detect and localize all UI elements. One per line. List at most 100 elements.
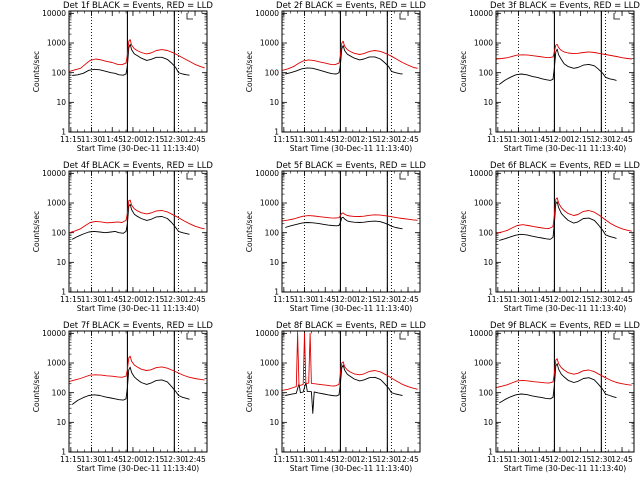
x-tick-label: 12:45 <box>184 135 206 144</box>
y-tick-label: 100 <box>265 68 280 77</box>
x-tick-label: 11:45 <box>314 455 336 464</box>
x-tick-label: 12:30 <box>591 295 613 304</box>
x-tick-label: 12:45 <box>611 135 633 144</box>
y-tick-label: 100 <box>52 228 67 237</box>
x-tick-label: 12:00 <box>549 135 571 144</box>
lld-series-line <box>282 212 418 222</box>
series-group <box>496 358 632 404</box>
lld-series-line <box>496 43 632 60</box>
y-tick-label: 1 <box>274 128 279 137</box>
x-axis-label: Start Time (30-Dec-11 11:13:40) <box>504 304 626 313</box>
y-tick-label: 10000 <box>469 329 493 338</box>
y-tick-label: 1000 <box>47 359 66 368</box>
panel-title: Det 4f BLACK = Events, RED = LLD <box>63 161 213 171</box>
corner-mark <box>613 333 620 340</box>
x-tick-label: 12:00 <box>122 295 144 304</box>
y-tick-label: 10 <box>483 98 493 107</box>
y-tick-label: 100 <box>52 68 67 77</box>
corner-mark <box>613 173 620 180</box>
x-tick-label: 12:30 <box>164 295 186 304</box>
y-tick-label: 10 <box>56 98 66 107</box>
x-axis-label: Start Time (30-Dec-11 11:13:40) <box>290 144 412 153</box>
series-group <box>496 43 632 85</box>
y-tick-label: 1 <box>61 448 66 457</box>
y-tick-label: 1000 <box>47 39 66 48</box>
series-group <box>282 212 418 230</box>
detector-panel-9: Det 9f BLACK = Events, RED = LLD 1 10 100 10… <box>459 321 640 473</box>
corner-mark <box>186 13 193 20</box>
panel-title: Det 3f BLACK = Events, RED = LLD <box>490 1 640 11</box>
y-tick-label: 10000 <box>42 169 66 178</box>
plot-frame <box>281 10 421 133</box>
panel-title: Det 1f BLACK = Events, RED = LLD <box>63 1 213 11</box>
events-series-line <box>71 203 190 240</box>
y-tick-label: 100 <box>265 228 280 237</box>
y-axis-label: Counts/sec <box>32 51 41 92</box>
y-tick-label: 1000 <box>47 199 66 208</box>
x-tick-label: 11:45 <box>528 135 550 144</box>
y-tick-label: 10000 <box>42 9 66 18</box>
events-series-line <box>285 45 403 75</box>
detector-panel-5: Det 5f BLACK = Events, RED = LLD 1 10 100 10… <box>245 161 426 313</box>
x-axis-label: Start Time (30-Dec-11 11:13:40) <box>77 144 199 153</box>
series-group <box>69 39 205 76</box>
y-tick-label: 1 <box>488 128 493 137</box>
events-series-line <box>285 364 403 414</box>
x-tick-label: 11:30 <box>508 295 530 304</box>
detector-panel-4: Det 4f BLACK = Events, RED = LLD 1 10 100 10… <box>32 161 213 313</box>
plot-frame <box>495 170 635 293</box>
x-tick-label: 11:45 <box>528 455 550 464</box>
y-tick-label: 100 <box>479 388 494 397</box>
x-tick-label: 12:00 <box>122 455 144 464</box>
panel-title: Det 5f BLACK = Events, RED = LLD <box>276 161 426 171</box>
x-tick-label: 12:30 <box>164 455 186 464</box>
y-tick-label: 10 <box>483 418 493 427</box>
y-tick-label: 1 <box>61 288 66 297</box>
plot-frame <box>68 330 208 453</box>
x-tick-label: 12:15 <box>570 455 592 464</box>
y-axis-label: Counts/sec <box>245 371 254 412</box>
corner-mark <box>399 13 406 20</box>
y-tick-label: 10 <box>56 418 66 427</box>
x-tick-label: 12:00 <box>122 135 144 144</box>
y-tick-label: 10 <box>269 418 279 427</box>
y-axis-label: Counts/sec <box>245 211 254 252</box>
y-tick-label: 10 <box>269 98 279 107</box>
y-tick-label: 10 <box>56 258 66 267</box>
corner-mark <box>613 13 620 20</box>
detector-panel-1: Det 1f BLACK = Events, RED = LLD 1 10 100 10… <box>32 1 213 153</box>
events-series-line <box>498 48 617 85</box>
x-tick-label: 12:00 <box>549 295 571 304</box>
detector-panel-2: Det 2f BLACK = Events, RED = LLD 1 10 100 10… <box>245 1 426 153</box>
y-tick-label: 10000 <box>469 9 493 18</box>
x-tick-label: 12:30 <box>591 135 613 144</box>
corner-mark <box>186 173 193 180</box>
y-tick-label: 10000 <box>255 169 279 178</box>
plot-frame <box>495 10 635 133</box>
x-tick-label: 12:15 <box>570 295 592 304</box>
x-tick-label: 11:15 <box>487 455 509 464</box>
y-tick-label: 1000 <box>474 39 493 48</box>
y-axis-label: Counts/sec <box>459 371 468 412</box>
x-tick-label: 11:45 <box>314 295 336 304</box>
y-tick-label: 10000 <box>255 9 279 18</box>
x-tick-label: 11:15 <box>273 455 295 464</box>
x-tick-label: 11:15 <box>273 135 295 144</box>
series-group <box>282 40 418 75</box>
y-tick-label: 1000 <box>260 359 279 368</box>
x-tick-label: 12:15 <box>143 295 165 304</box>
x-tick-label: 11:30 <box>81 295 103 304</box>
x-tick-label: 12:45 <box>397 455 419 464</box>
panel-title: Det 2f BLACK = Events, RED = LLD <box>276 1 426 11</box>
x-tick-label: 11:45 <box>528 295 550 304</box>
plot-frame <box>68 10 208 133</box>
lld-series-line <box>69 355 205 382</box>
panel-title: Det 9f BLACK = Events, RED = LLD <box>490 321 640 331</box>
corner-mark <box>399 333 406 340</box>
x-tick-label: 11:15 <box>60 135 82 144</box>
y-tick-label: 1 <box>274 448 279 457</box>
events-series-line <box>498 363 617 404</box>
x-tick-label: 11:30 <box>81 455 103 464</box>
x-tick-label: 11:15 <box>487 135 509 144</box>
